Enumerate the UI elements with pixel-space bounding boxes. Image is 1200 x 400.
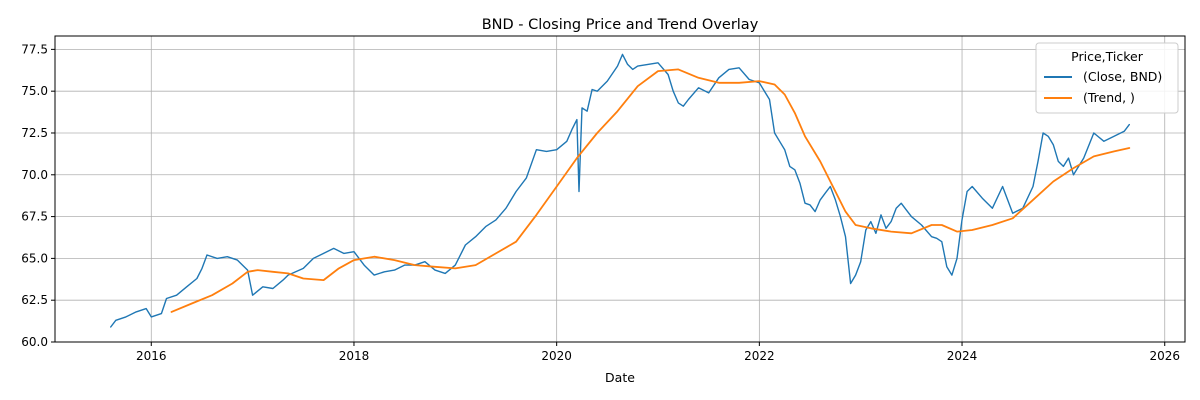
grid — [55, 36, 1185, 343]
legend-title: Price,Ticker — [1071, 49, 1144, 64]
x-axis-label: Date — [605, 370, 635, 385]
x-tick-label: 2020 — [541, 349, 572, 363]
x-tick-label: 2016 — [136, 349, 167, 363]
y-tick-label: 72.5 — [21, 126, 48, 140]
x-tick-label: 2024 — [947, 349, 978, 363]
y-tick-label: 65.0 — [21, 251, 48, 265]
y-tick-label: 70.0 — [21, 168, 48, 182]
y-tick-label: 75.0 — [21, 84, 48, 98]
chart-title: BND - Closing Price and Trend Overlay — [482, 17, 759, 33]
legend-entry-close: (Close, BND) — [1083, 69, 1162, 84]
series-layer — [110, 53, 1131, 328]
y-tick-label: 77.5 — [21, 42, 48, 56]
series-line-close-bnd — [110, 53, 1130, 328]
legend-box — [1035, 42, 1179, 114]
y-tick-label: 62.5 — [21, 293, 48, 307]
legend: Price,Ticker (Close, BND) (Trend, ) — [1035, 42, 1179, 114]
series-line-trend — [170, 68, 1131, 313]
y-tick-label: 67.5 — [21, 210, 48, 224]
y-axis-ticks: 60.0 62.5 65.0 67.5 70.0 72.5 75.0 77.5 — [21, 42, 55, 349]
legend-entry-trend: (Trend, ) — [1083, 90, 1135, 105]
y-tick-label: 60.0 — [21, 335, 48, 349]
x-tick-label: 2026 — [1149, 349, 1180, 363]
x-tick-label: 2022 — [744, 349, 775, 363]
plot-frame — [54, 35, 1186, 343]
x-axis-ticks: 2016 2018 2020 2022 2024 2026 — [136, 342, 1180, 363]
x-tick-label: 2018 — [339, 349, 370, 363]
